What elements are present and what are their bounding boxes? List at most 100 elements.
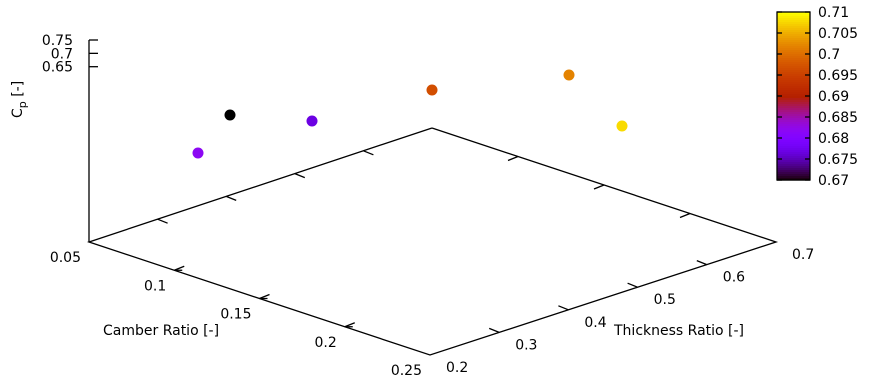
thickness-tick <box>696 259 708 266</box>
colorbar-segment <box>777 148 810 151</box>
colorbar-segment <box>777 22 810 25</box>
colorbar-tick-label: 0.695 <box>818 68 858 84</box>
colorbar-segment <box>777 120 810 123</box>
colorbar-segment <box>777 152 810 155</box>
camber-tick-far <box>593 184 605 190</box>
cp-axis-label-sub: p <box>16 101 29 108</box>
colorbar-segment <box>777 128 810 131</box>
colorbar-segment <box>777 94 810 97</box>
colorbar-group: 0.67 0.675 0.68 0.685 0.69 0.695 0.7 0.705 0.71 <box>776 5 858 189</box>
camber-tick <box>174 265 185 271</box>
colorbar-segment <box>777 98 810 101</box>
colorbar-segment <box>777 72 810 75</box>
colorbar-segment <box>777 28 810 31</box>
cp-axis-label: Cp [-] <box>10 81 29 118</box>
thickness-tick-label: 0.6 <box>723 270 745 286</box>
colorbar-segment <box>777 46 810 49</box>
camber-axis-label: Camber Ratio [-] <box>103 323 219 339</box>
colorbar-segment <box>777 174 810 177</box>
colorbar-segment <box>777 74 810 77</box>
colorbar-segment <box>777 168 810 171</box>
colorbar-segment <box>777 100 810 103</box>
colorbar-segment <box>777 42 810 45</box>
colorbar-tick-label: 0.71 <box>818 5 849 21</box>
colorbar-segment <box>777 164 810 167</box>
thickness-tick <box>627 282 638 288</box>
colorbar-segment <box>777 140 810 143</box>
colorbar-segment <box>777 80 810 83</box>
colorbar-segment <box>777 32 810 35</box>
thickness-tick-label: 0.2 <box>446 360 468 376</box>
data-point <box>224 109 236 121</box>
colorbar-segment <box>777 176 810 179</box>
cp-axis-label-main: C <box>10 108 26 118</box>
colorbar-segment <box>777 64 810 67</box>
colorbar-segment <box>777 30 810 33</box>
camber-tick-far <box>507 155 519 162</box>
colorbar-segment <box>777 156 810 159</box>
colorbar-tick-label: 0.675 <box>818 152 858 168</box>
colorbar-segment <box>777 172 810 175</box>
colorbar-segment <box>777 134 810 137</box>
colorbar-segment <box>777 124 810 127</box>
thickness-tick-label: 0.5 <box>654 292 676 308</box>
cp-tick-label: 0.7 <box>51 46 73 62</box>
colorbar-segment <box>777 12 810 15</box>
colorbar-segment <box>777 90 810 93</box>
colorbar-segment <box>777 24 810 27</box>
colorbar-segment <box>777 110 810 113</box>
colorbar-segment <box>777 76 810 79</box>
thickness-tick-label: 0.3 <box>515 337 537 353</box>
colorbar-tick-label: 0.685 <box>818 110 858 126</box>
camber-tick-far <box>679 212 691 219</box>
cp-tick-label: 0.65 <box>42 60 73 76</box>
colorbar-segment <box>777 102 810 105</box>
colorbar-segment <box>777 82 810 85</box>
colorbar-segment <box>777 162 810 165</box>
colorbar-segment <box>777 16 810 19</box>
colorbar-segment <box>777 48 810 51</box>
thickness-tick <box>488 327 500 334</box>
colorbar-segment <box>777 170 810 173</box>
colorbar-segment <box>777 26 810 29</box>
colorbar-segment <box>777 112 810 115</box>
colorbar-segment <box>777 118 810 121</box>
colorbar-segment <box>777 60 810 63</box>
data-point <box>616 120 628 132</box>
colorbar-segment <box>777 138 810 141</box>
floor-frame <box>86 127 779 356</box>
colorbar-segment <box>777 58 810 61</box>
colorbar-segment <box>777 38 810 41</box>
colorbar-segment <box>777 18 810 21</box>
colorbar-segment <box>777 104 810 107</box>
colorbar-segment <box>777 126 810 129</box>
colorbar-segment <box>777 66 810 69</box>
colorbar-segment <box>777 88 810 91</box>
thickness-axis-label: Thickness Ratio [-] <box>613 323 744 339</box>
thickness-tick-far <box>157 218 168 224</box>
colorbar-segment <box>777 50 810 53</box>
camber-tick-label: 0.05 <box>50 250 81 266</box>
data-point <box>306 115 318 127</box>
colorbar-segment <box>777 92 810 95</box>
colorbar-segment <box>777 144 810 147</box>
colorbar-segment <box>777 158 810 161</box>
colorbar-segment <box>777 122 810 125</box>
thickness-tick <box>558 305 569 311</box>
colorbar-segment <box>777 54 810 57</box>
cp-axis-label-unit: [-] <box>10 81 26 101</box>
data-point <box>192 147 204 159</box>
ticks-group: 0.650.70.750.050.10.150.20.25 0.20.30.40.… <box>42 33 814 379</box>
colorbar-tick-label: 0.705 <box>818 26 858 42</box>
colorbar-segment <box>777 136 810 139</box>
camber-tick <box>259 293 270 300</box>
camber-tick-label: 0.1 <box>144 278 166 294</box>
colorbar-segment <box>777 44 810 47</box>
thickness-tick-far <box>225 195 237 202</box>
camber-tick-label: 0.15 <box>220 307 251 323</box>
colorbar-segment <box>777 86 810 89</box>
points-group <box>192 69 628 159</box>
axes-group <box>86 40 779 356</box>
colorbar-segment <box>777 154 810 157</box>
